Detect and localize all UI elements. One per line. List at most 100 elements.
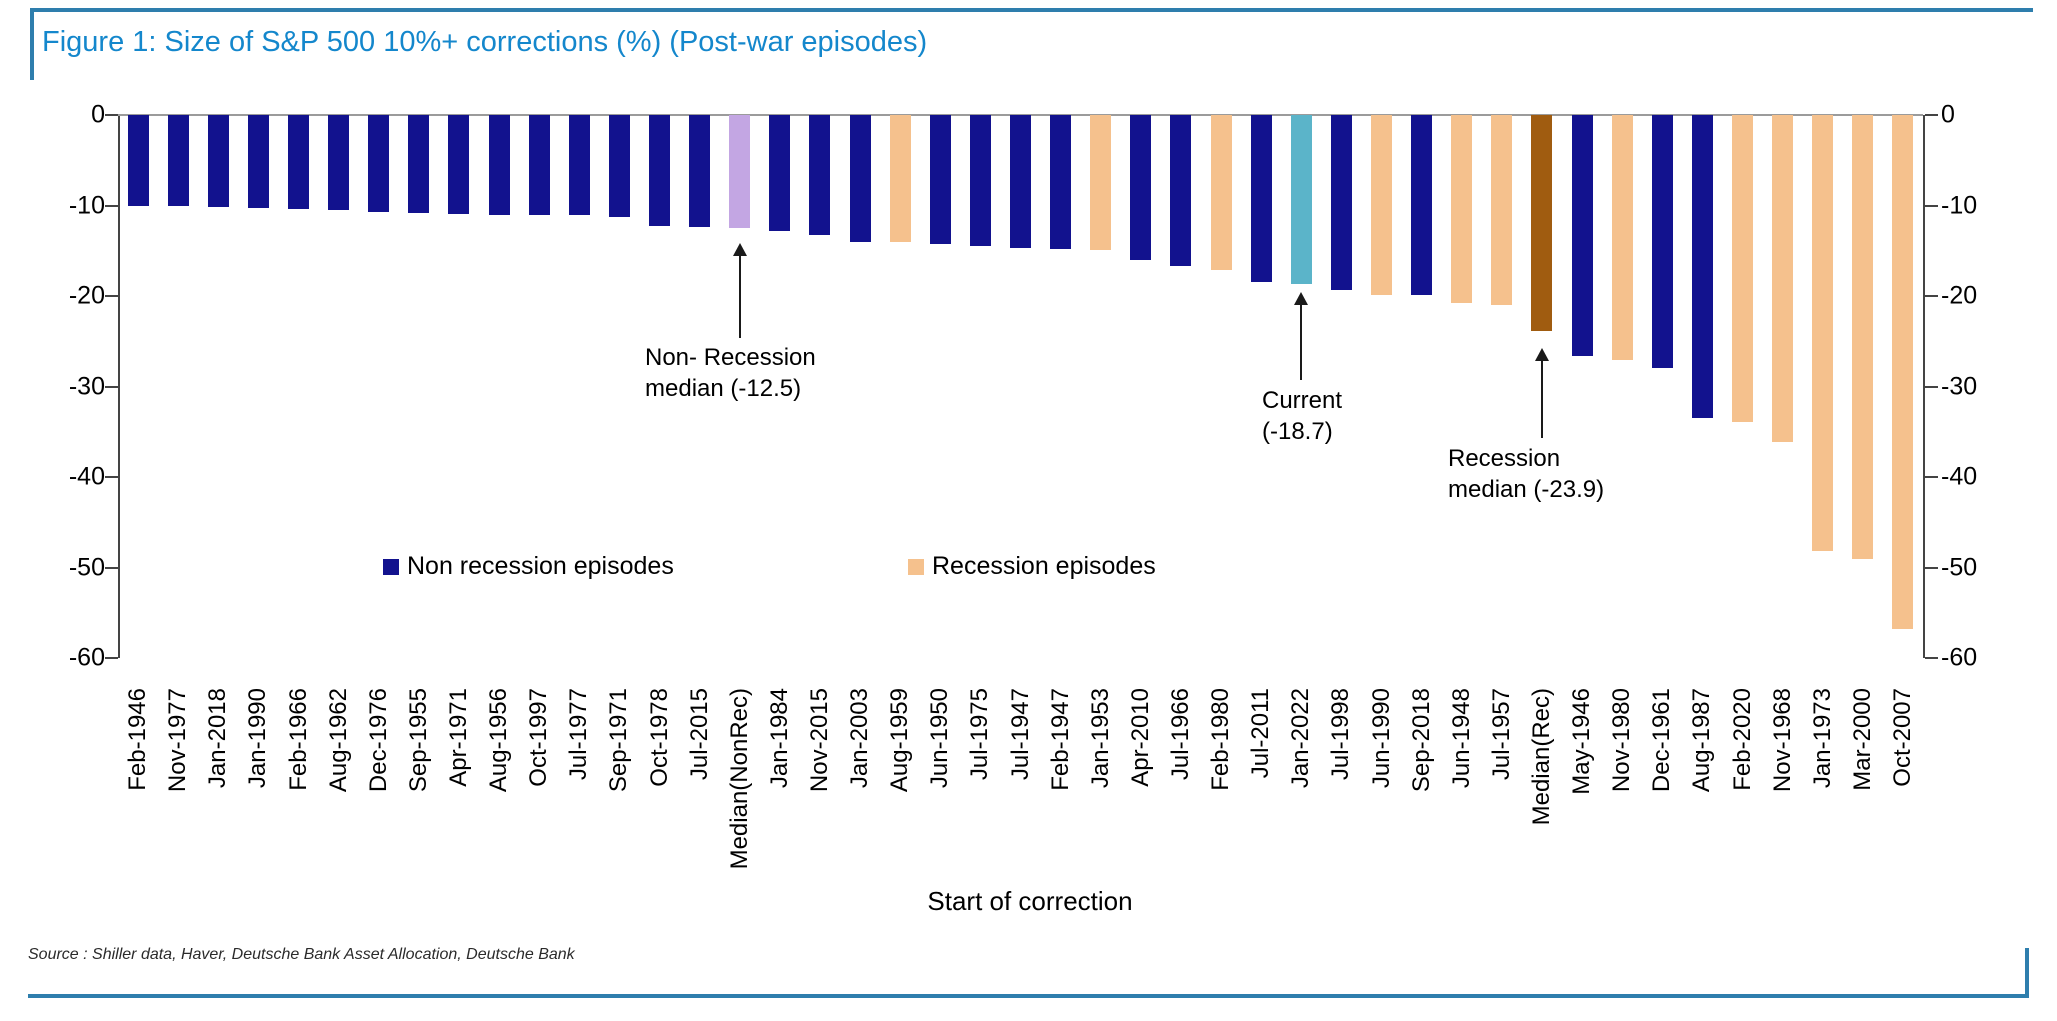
x-tick-label-text: Feb-1966 <box>284 688 312 791</box>
y-tickmark-right <box>1925 114 1938 116</box>
y-axis-right <box>1923 115 1925 658</box>
figure-title: Figure 1: Size of S&P 500 10%+ correctio… <box>42 26 928 58</box>
bar-Jul-2015 <box>689 115 711 228</box>
y-tickmark-left <box>105 114 118 116</box>
x-tick-label-text: Apr-1971 <box>444 688 472 787</box>
bar-Sep-1971 <box>608 115 630 218</box>
x-tick-label-text: Feb-1947 <box>1046 688 1074 791</box>
bar-Jan-1973 <box>1812 115 1834 552</box>
y-tick-label-right: -20 <box>1941 281 1978 310</box>
bar-Mar-2000 <box>1852 115 1874 560</box>
annotation-arrow-head <box>732 243 747 256</box>
x-tick-label-text: Apr-2010 <box>1126 688 1154 787</box>
y-tick-label-left: -40 <box>68 462 105 491</box>
bar-Jul-1975 <box>969 115 991 247</box>
y-tick-label-right: -60 <box>1941 643 1978 672</box>
x-tick-label-text: Median(Rec) <box>1527 688 1555 826</box>
bar-Aug-1956 <box>488 115 510 215</box>
y-tick-label-left: -60 <box>68 643 105 672</box>
bar-Jan-1953 <box>1090 115 1112 250</box>
bar-Apr-2010 <box>1130 115 1152 260</box>
y-tick-label-right: -40 <box>1941 462 1978 491</box>
bar-Sep-2018 <box>1411 115 1433 296</box>
y-tick-label-left: -50 <box>68 553 105 581</box>
bar-Jan-2022 <box>1290 115 1312 285</box>
bar-Jul-2011 <box>1250 115 1272 282</box>
bar-Oct-2007 <box>1892 115 1914 630</box>
bar-Oct-1978 <box>649 115 670 227</box>
y-tickmark-right <box>1925 295 1938 297</box>
y-tick-label-left: -10 <box>68 191 105 219</box>
x-tick-label-text: Jun-1948 <box>1447 688 1475 789</box>
bar-Nov-1977 <box>167 115 189 207</box>
x-tick-label-text: Feb-1946 <box>124 688 152 791</box>
bar-Jun-1948 <box>1451 115 1473 304</box>
bar-Jun-1950 <box>929 115 951 244</box>
legend-item-non_recession: Non recession episodes <box>383 552 674 581</box>
x-tick-label-text: Median(NonRec) <box>725 688 753 870</box>
y-axis-left <box>118 115 120 658</box>
bar-Jul-1947 <box>1010 115 1031 249</box>
x-tick-label-text: Jul-1975 <box>966 688 994 781</box>
bar-Dec-1976 <box>368 115 390 212</box>
x-tick-label-text: Aug-1962 <box>324 688 352 793</box>
bar-Oct-1997 <box>528 115 550 215</box>
bar-Nov-1980 <box>1611 115 1633 361</box>
x-tick-label-text: Nov-1977 <box>164 688 192 793</box>
legend-swatch-recession <box>908 558 924 575</box>
y-tick-label-right: 0 <box>1941 100 1955 129</box>
x-tick-label-text: Jan-1990 <box>244 688 272 789</box>
x-tick-label-text: Jul-1947 <box>1006 688 1034 781</box>
legend-label: Non recession episodes <box>407 552 674 580</box>
x-tick-label-text: Aug-1959 <box>886 688 914 793</box>
bar-Jun-1990 <box>1371 115 1392 296</box>
x-tick-label-text: Sep-2018 <box>1407 688 1435 793</box>
x-tick-label-text: Jul-1957 <box>1487 688 1515 781</box>
x-tick-label-text: May-1946 <box>1568 688 1596 795</box>
y-tickmark-left <box>105 566 118 569</box>
border-right-segment <box>2025 948 2029 998</box>
x-tick-label-text: Feb-1980 <box>1207 688 1235 791</box>
bar-May-1946 <box>1571 115 1593 356</box>
y-tick-label-left: -20 <box>68 281 105 310</box>
bar-Jul-1957 <box>1491 115 1513 306</box>
x-tick-label-text: Nov-1980 <box>1608 688 1636 793</box>
x-tick-label-text: Nov-1968 <box>1768 688 1796 793</box>
y-tickmark-left <box>105 476 118 478</box>
bar-Aug-1987 <box>1691 115 1713 419</box>
x-tick-label-text: Mar-2000 <box>1848 688 1876 791</box>
x-tick-label-text: Jul-1966 <box>1166 688 1194 781</box>
y-tickmark-right <box>1925 385 1938 388</box>
x-tick-label-text: Nov-2015 <box>805 688 833 793</box>
annotation-arrow-head <box>1534 348 1549 361</box>
annotation-Median(Rec): Recession median (-23.9) <box>1448 445 1605 503</box>
y-tick-label-left: -30 <box>68 372 105 400</box>
bar-Jan-1984 <box>769 115 791 231</box>
x-tick-label-text: Jan-2003 <box>846 688 874 789</box>
annotation-arrow-line <box>738 253 741 338</box>
y-tickmark-left <box>105 657 118 659</box>
annotation-arrow-head <box>1294 292 1309 305</box>
legend-item-recession: Recession episodes <box>908 552 1156 581</box>
bar-Dec-1961 <box>1651 115 1673 369</box>
x-tick-label-text: Aug-1987 <box>1688 688 1716 793</box>
legend-swatch-non_recession <box>383 558 399 575</box>
bar-Feb-1946 <box>127 115 149 206</box>
bar-Feb-1947 <box>1050 115 1072 249</box>
bar-Median(Rec) <box>1531 115 1553 332</box>
legend-label: Recession episodes <box>932 552 1156 580</box>
y-tickmark-left <box>105 295 118 297</box>
x-axis-title: Start of correction <box>927 886 1133 916</box>
y-tickmark-right <box>1925 204 1938 207</box>
bar-Aug-1962 <box>328 115 350 211</box>
x-tick-label-text: Jul-2015 <box>685 688 713 781</box>
annotation-Jan-2022: Current (-18.7) <box>1262 387 1343 445</box>
x-tick-label-text: Aug-1956 <box>485 688 513 793</box>
bar-Median(NonRec) <box>729 115 751 229</box>
bar-Feb-1966 <box>288 115 309 210</box>
x-tick-label-text: Oct-1978 <box>645 688 673 787</box>
x-tick-label-text: Jan-1984 <box>765 688 793 789</box>
x-tick-label-text: Oct-1997 <box>525 688 553 787</box>
y-tickmark-right <box>1925 566 1938 569</box>
